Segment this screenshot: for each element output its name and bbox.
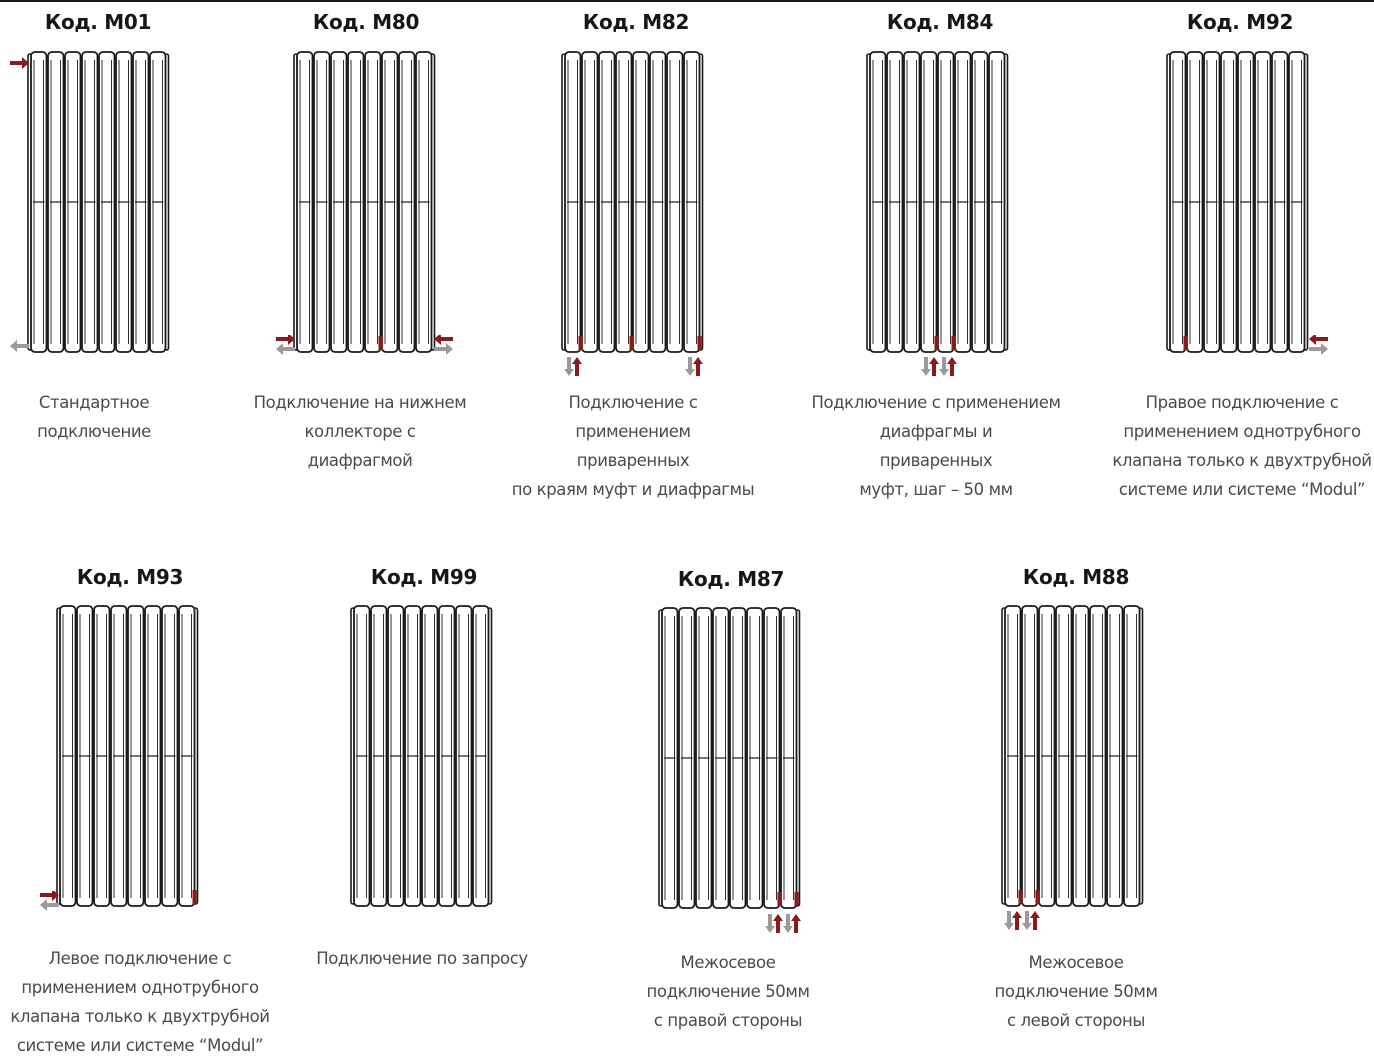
option-code-m01: Код. М01 (44, 10, 152, 34)
option-code-m84: Код. М84 (886, 10, 994, 34)
supply-arrow-icon (434, 333, 454, 360)
radiator-diagram-m80 (293, 51, 436, 353)
radiator-diagram-m84 (866, 51, 1009, 353)
diaphragm-marker (1018, 890, 1023, 904)
option-description-m99: Подключение по запросу (316, 949, 528, 968)
option-code-m92: Код. М92 (1186, 10, 1294, 34)
supply-arrow-icon (921, 357, 959, 382)
option-code-m93: Код. М93 (76, 565, 184, 589)
supply-arrow-icon (685, 357, 703, 382)
diaphragm-marker (934, 336, 939, 350)
diaphragm-marker (378, 336, 383, 350)
option-description-m93: Левое подключение с применением однотруб… (10, 949, 270, 1055)
supply-arrow-icon (276, 333, 296, 360)
option-description-m01: Стандартное подключение (37, 393, 151, 441)
supply-arrow-icon (10, 56, 30, 74)
top-divider (0, 0, 1374, 2)
diaphragm-marker (192, 890, 197, 904)
diaphragm-marker (578, 336, 583, 350)
option-code-m99: Код. М99 (370, 565, 478, 589)
supply-arrow-icon (564, 357, 582, 382)
option-code-m82: Код. М82 (582, 10, 690, 34)
option-description-m80: Подключение на нижнем коллекторе с диафр… (253, 393, 467, 470)
diaphragm-marker (697, 336, 702, 350)
diaphragm-marker (1035, 890, 1040, 904)
supply-arrow-icon (40, 889, 60, 916)
diaphragm-marker (777, 892, 782, 906)
option-description-m82: Подключение с применением приваренных по… (511, 393, 755, 499)
return-arrow-icon (10, 339, 30, 357)
option-description-m87: Межосевое подключение 50мм с правой стор… (646, 953, 810, 1030)
supply-arrow-icon (765, 914, 803, 939)
diaphragm-marker (1183, 336, 1188, 350)
supply-arrow-icon (1004, 911, 1042, 936)
radiator-diagram-m82 (561, 51, 704, 353)
diaphragm-marker (794, 892, 799, 906)
radiator-diagram-m01 (27, 51, 170, 353)
option-description-m92: Правое подключение с применением однотру… (1112, 393, 1372, 499)
option-code-m87: Код. М87 (677, 567, 785, 591)
option-description-m88: Межосевое подключение 50мм с левой сторо… (994, 953, 1158, 1030)
diaphragm-marker (951, 336, 956, 350)
radiator-diagram-m87 (658, 607, 801, 909)
radiator-diagram-m99 (350, 605, 493, 907)
radiator-diagram-m93 (56, 605, 199, 907)
radiator-diagram-m92 (1166, 51, 1309, 353)
radiator-diagram-m88 (1001, 605, 1144, 907)
supply-arrow-icon (1309, 333, 1329, 360)
option-code-m88: Код. М88 (1022, 565, 1130, 589)
option-code-m80: Код. М80 (312, 10, 420, 34)
diaphragm-marker (629, 336, 634, 350)
option-description-m84: Подключение с применением диафрагмы и пр… (811, 393, 1061, 499)
